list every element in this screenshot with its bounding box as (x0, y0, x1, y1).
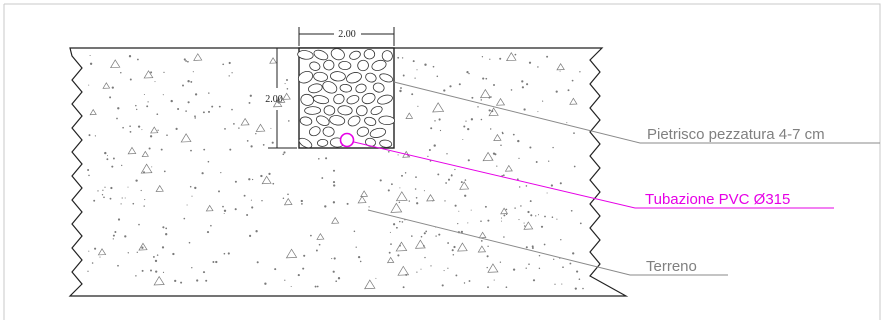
label-pipe: Tubazione PVC Ø315 (645, 191, 790, 208)
dimension-height: 2.00 (265, 47, 297, 149)
label-gravel: Pietrisco pezzatura 4-7 cm (647, 126, 825, 143)
soil-speckle-pattern (87, 52, 584, 290)
leader-pipe: Tubazione PVC Ø315 (353, 141, 834, 209)
dimension-height-text: 2.00 (265, 94, 283, 105)
dimension-width: 2.00 (298, 27, 395, 46)
gravel-stones (297, 48, 395, 149)
soil-body (68, 47, 629, 297)
pvc-pipe (339, 132, 355, 148)
leader-gravel: Pietrisco pezzatura 4-7 cm (393, 81, 880, 144)
label-soil: Terreno (646, 258, 697, 275)
frame-border (4, 3, 881, 320)
leader-soil: Terreno (367, 209, 728, 276)
dimension-width-text: 2.00 (338, 29, 356, 40)
